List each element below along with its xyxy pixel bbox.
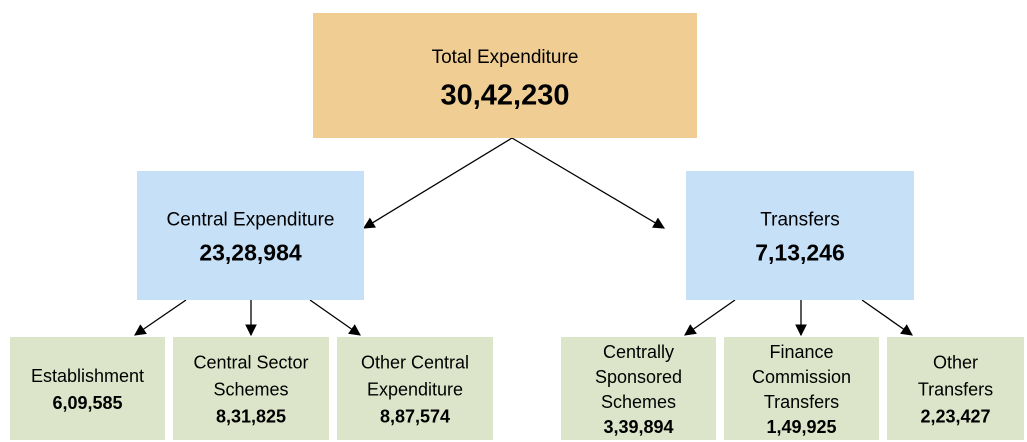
node-value: 6,09,585 xyxy=(52,393,122,413)
node-label: Finance xyxy=(769,342,833,362)
node-label: Central Expenditure xyxy=(167,210,335,231)
node-label: Other xyxy=(933,352,978,372)
node-box xyxy=(686,171,914,300)
node-box xyxy=(137,171,364,300)
node-label: Transfers xyxy=(764,392,839,412)
arrow xyxy=(511,137,666,229)
node-value: 8,31,825 xyxy=(216,406,286,426)
node-value: 23,28,984 xyxy=(199,240,302,266)
node-value: 2,23,427 xyxy=(920,406,990,426)
node-box xyxy=(173,337,329,440)
node-box xyxy=(10,337,165,440)
arrow xyxy=(684,299,736,336)
node-box xyxy=(313,13,697,138)
node-value: 8,87,574 xyxy=(380,406,450,426)
node-label: Expenditure xyxy=(367,379,463,399)
node-value: 1,49,925 xyxy=(766,417,836,437)
node-label: Establishment xyxy=(31,366,144,386)
node-box xyxy=(561,337,716,440)
node-label: Centrally xyxy=(603,342,674,362)
arrow xyxy=(134,299,187,336)
node-value: 7,13,246 xyxy=(755,240,845,266)
arrows xyxy=(134,137,913,337)
node-label: Commission xyxy=(752,367,851,387)
node-label: Sponsored xyxy=(595,367,682,387)
node-label: Schemes xyxy=(601,392,676,412)
node-label: Schemes xyxy=(213,379,288,399)
node-label: Total Expenditure xyxy=(432,47,579,68)
arrow xyxy=(363,137,513,229)
arrow xyxy=(309,299,361,336)
node-box xyxy=(337,337,493,440)
node-box xyxy=(724,337,879,440)
node-box xyxy=(887,337,1024,440)
node-label: Other Central xyxy=(361,352,469,372)
node-label: Central Sector xyxy=(193,352,308,372)
node-value: 3,39,894 xyxy=(603,417,673,437)
node-label: Transfers xyxy=(918,379,993,399)
node-label: Transfers xyxy=(760,210,840,231)
arrow xyxy=(861,299,913,336)
node-value: 30,42,230 xyxy=(440,80,569,112)
